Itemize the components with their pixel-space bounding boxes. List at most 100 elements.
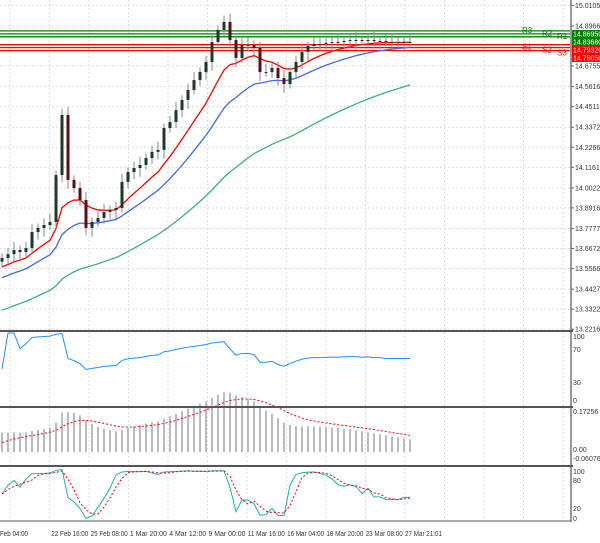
price-tick-label: 13.33220 [575, 307, 600, 314]
price-tick-label: 14.67555 [575, 64, 600, 71]
price-tick-label: 14.89665 [575, 23, 600, 30]
candle-body [390, 42, 394, 44]
price-tick-label: 13.22165 [575, 327, 600, 334]
indicator-tick-label: 20 [573, 506, 581, 513]
time-tick-label: 27 Mar 21:01 [405, 531, 442, 538]
candles [0, 13, 412, 267]
price-tick-label: 14.22665 [575, 145, 600, 152]
price-box [572, 38, 600, 46]
time-tick-label: 16 Mar 04:00 [287, 531, 324, 538]
candle-body [6, 254, 10, 258]
time-tick-label: 1 Mar 20:00 [130, 531, 167, 538]
candle-body [150, 151, 154, 159]
candle-body [240, 44, 244, 58]
candle-body [378, 40, 382, 42]
moving-average-line [1, 41, 411, 268]
time-tick-label: 4 Mar 12:00 [169, 531, 206, 538]
time-tick-label: 18 Mar 20:00 [326, 531, 363, 538]
price-box-label: 14.79320 [573, 48, 600, 55]
candle-body [162, 128, 166, 150]
candle-body [300, 51, 304, 62]
candle-body [60, 114, 64, 176]
indicator-tick-label: 0 [573, 398, 577, 405]
time-tick-label: Feb 04:00 [0, 531, 28, 538]
candle-body [168, 122, 172, 129]
candle-body [24, 248, 28, 252]
pivot-label-r1: R1 [557, 32, 568, 41]
time-tick-label: 9 Mar 00:00 [209, 531, 246, 538]
price-tick-label: 13.77775 [575, 226, 600, 233]
candle-body [156, 149, 160, 152]
candle-body [228, 21, 232, 41]
price-tick-label: 15.01055 [575, 3, 600, 10]
price-tick-label: 14.00220 [575, 185, 600, 192]
candle-body [366, 40, 370, 42]
pivot-label-r2: R2 [542, 29, 553, 38]
stochastic-main-line [1, 468, 410, 520]
candle-body [396, 42, 400, 44]
candle-body [276, 67, 280, 79]
candle-body [360, 40, 364, 42]
candle-body [264, 72, 268, 74]
time-tick-label: 23 Mar 08:00 [366, 531, 403, 538]
candle-body [216, 29, 220, 43]
candle-body [288, 72, 292, 85]
candle-body [246, 44, 250, 46]
price-box [572, 46, 600, 54]
candle-body [180, 99, 184, 111]
candle-body [114, 208, 118, 210]
candle-body [318, 44, 322, 46]
candle-body [372, 40, 376, 42]
candle-body [258, 47, 262, 73]
indicator-tick-label: -0.060765 [573, 456, 600, 463]
candle-body [354, 40, 358, 42]
candle-body [252, 44, 256, 48]
candle-body [210, 42, 214, 62]
indicator-tick-label: 80 [573, 478, 581, 485]
candle-body [192, 80, 196, 90]
candle-body [306, 46, 310, 52]
candle-body [144, 158, 148, 165]
candle-body [138, 164, 142, 169]
price-tick-label: 13.89165 [575, 205, 600, 212]
candle-body [132, 168, 136, 172]
candle-body [96, 217, 100, 222]
candle-body [402, 42, 406, 44]
pivot-label-r3: R3 [522, 26, 533, 35]
price-box-label: 14.86950 [573, 32, 600, 39]
candle-body [54, 175, 58, 222]
candle-body [336, 42, 340, 44]
candle-body [102, 211, 106, 218]
candle-body [198, 72, 202, 81]
candle-body [324, 42, 328, 45]
candle-body [270, 67, 274, 73]
candle-body [384, 40, 388, 43]
price-box [572, 54, 600, 62]
candle-body [12, 249, 16, 255]
indicator-tick-label: 70 [573, 347, 581, 354]
time-tick-label: 11 Mar 16:00 [248, 531, 285, 538]
price-tick-label: 14.45110 [575, 104, 600, 111]
candle-body [330, 42, 334, 44]
price-tick-label: 13.55665 [575, 266, 600, 273]
price-tick-label: 14.33720 [575, 125, 600, 132]
price-box-label: 14.76050 [573, 56, 600, 63]
candle-body [0, 257, 4, 262]
candle-body [312, 44, 316, 47]
macd-signal-line [1, 398, 411, 444]
candle-body [66, 114, 70, 180]
candle-body [348, 40, 352, 42]
price-tick-label: 14.56165 [575, 84, 600, 91]
candle-body [78, 188, 82, 201]
price-tick-label: 14.11610 [575, 165, 600, 172]
price-box-label: 14.83680 [573, 40, 600, 47]
candle-body [18, 249, 22, 252]
candle-body [204, 61, 208, 73]
indicator-tick-label: 0.17256 [573, 409, 598, 416]
candle-body [90, 221, 94, 228]
grid [0, 0, 571, 520]
candle-body [174, 110, 178, 123]
